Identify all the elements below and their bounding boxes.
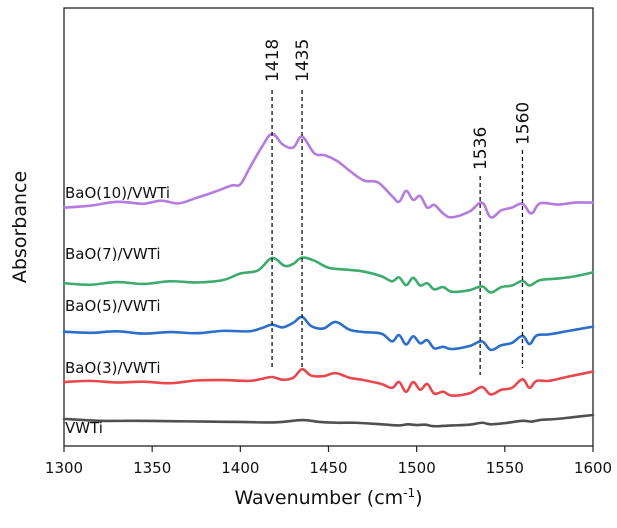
series-line-vwti xyxy=(62,413,595,428)
x-tick-label-1550: 1550 xyxy=(486,459,524,477)
series-labels: BaO(10)/VWTi BaO(7)/VWTi BaO(5)/VWTi BaO(3)… xyxy=(65,184,170,437)
series-group xyxy=(62,132,595,428)
series-label-bao-5-vwti: BaO(5)/VWTi xyxy=(65,297,161,315)
x-tick-label-1300: 1300 xyxy=(45,459,83,477)
series-line-bao-7-vwti xyxy=(62,256,595,294)
x-tick-label-1500: 1500 xyxy=(398,459,436,477)
x-axis-title: Wavenumber (cm-1) xyxy=(234,486,422,509)
series-label-bao-10-vwti: BaO(10)/VWTi xyxy=(65,184,170,202)
peak-label-1536: 1536 xyxy=(471,127,491,170)
peak-markers: 1418 1435 1536 1560 xyxy=(263,39,533,375)
axes: 1300 1350 1400 1450 1500 1550 1600 Wavenumber (… xyxy=(9,171,612,509)
x-tick-label-1400: 1400 xyxy=(221,459,259,477)
x-tick-label-1600: 1600 xyxy=(574,459,612,477)
series-line-bao-5-vwti xyxy=(62,315,595,352)
series-label-vwti: VWTi xyxy=(65,419,103,437)
peak-label-1560: 1560 xyxy=(513,102,533,145)
plot-area xyxy=(63,7,594,447)
series-label-bao-7-vwti: BaO(7)/VWTi xyxy=(65,245,161,263)
series-label-bao-3-vwti: BaO(3)/VWTi xyxy=(65,359,161,377)
x-tick-label-1450: 1450 xyxy=(309,459,347,477)
series-line-bao-3-vwti xyxy=(62,367,595,397)
peak-label-1435: 1435 xyxy=(293,39,313,82)
y-axis-title: Absorbance xyxy=(9,171,31,283)
plot-frame xyxy=(63,7,594,447)
peak-label-1418: 1418 xyxy=(263,39,283,82)
series-line-bao-10-vwti xyxy=(62,132,595,219)
x-tick-label-1350: 1350 xyxy=(133,459,171,477)
